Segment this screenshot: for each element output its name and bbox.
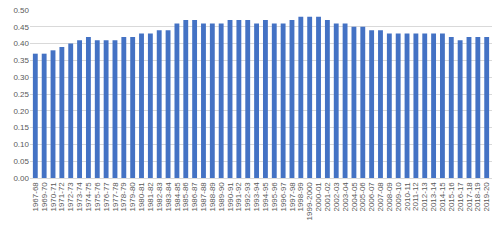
svg-text:0.15: 0.15 (13, 123, 29, 132)
svg-text:2007-08: 2007-08 (376, 182, 385, 212)
svg-text:1983-84: 1983-84 (164, 182, 173, 212)
svg-text:2002-03: 2002-03 (332, 182, 341, 212)
svg-text:0.20: 0.20 (13, 107, 29, 116)
svg-text:2015-16: 2015-16 (447, 182, 456, 212)
svg-text:1972-73: 1972-73 (66, 182, 75, 212)
svg-text:1969-70: 1969-70 (40, 182, 49, 212)
svg-text:0.35: 0.35 (13, 56, 29, 65)
svg-text:1984-85: 1984-85 (173, 182, 182, 212)
svg-text:0.40: 0.40 (13, 39, 29, 48)
svg-text:1982-83: 1982-83 (155, 182, 164, 212)
svg-text:2008-09: 2008-09 (385, 182, 394, 212)
svg-text:1978-79: 1978-79 (119, 182, 128, 212)
svg-text:0.45: 0.45 (13, 23, 29, 32)
svg-text:2013-14: 2013-14 (429, 182, 438, 212)
svg-text:1975-76: 1975-76 (93, 182, 102, 212)
svg-text:1981-82: 1981-82 (146, 182, 155, 212)
svg-text:1979-80: 1979-80 (128, 182, 137, 212)
svg-text:1976-77: 1976-77 (102, 182, 111, 212)
svg-text:0.05: 0.05 (13, 157, 29, 166)
svg-text:2004-05: 2004-05 (350, 182, 359, 212)
svg-text:1988-89: 1988-89 (208, 182, 217, 212)
svg-text:1987-88: 1987-88 (199, 182, 208, 212)
svg-text:2011-12: 2011-12 (411, 182, 420, 211)
svg-text:2012-13: 2012-13 (420, 182, 429, 212)
svg-text:1994-95: 1994-95 (261, 182, 270, 212)
svg-text:1997-98: 1997-98 (288, 182, 297, 212)
svg-text:0.10: 0.10 (13, 140, 29, 149)
svg-text:2016-17: 2016-17 (456, 182, 465, 212)
svg-text:1986-87: 1986-87 (190, 182, 199, 212)
svg-text:0.00: 0.00 (13, 174, 29, 183)
svg-text:2005-06: 2005-06 (358, 182, 367, 212)
svg-text:2018-19: 2018-19 (473, 182, 482, 212)
svg-text:2006-07: 2006-07 (367, 182, 376, 212)
svg-text:0.30: 0.30 (13, 73, 29, 82)
svg-text:2019-20: 2019-20 (482, 182, 491, 212)
svg-text:1970-71: 1970-71 (49, 182, 58, 212)
svg-text:2001-02: 2001-02 (323, 182, 332, 212)
svg-text:1967-68: 1967-68 (31, 182, 40, 212)
svg-text:2003-04: 2003-04 (341, 182, 350, 212)
svg-text:1990-91: 1990-91 (226, 182, 235, 212)
svg-text:1977-78: 1977-78 (111, 182, 120, 212)
svg-text:1995-96: 1995-96 (270, 182, 279, 212)
svg-text:0.50: 0.50 (13, 6, 29, 15)
svg-text:2000-01: 2000-01 (314, 182, 323, 212)
svg-text:1985-86: 1985-86 (181, 182, 190, 212)
svg-text:2009-10: 2009-10 (394, 182, 403, 212)
svg-text:0.25: 0.25 (13, 90, 29, 99)
svg-text:1980-81: 1980-81 (137, 182, 146, 212)
svg-text:2010-11: 2010-11 (403, 182, 412, 211)
svg-text:2017-18: 2017-18 (465, 182, 474, 212)
svg-text:1989-90: 1989-90 (217, 182, 226, 212)
svg-text:1991-92: 1991-92 (234, 182, 243, 212)
svg-text:1974-75: 1974-75 (84, 182, 93, 212)
svg-text:1998-99: 1998-99 (296, 182, 305, 212)
svg-text:1999-2000: 1999-2000 (305, 182, 314, 221)
svg-text:2014-15: 2014-15 (438, 182, 447, 212)
svg-text:1973-74: 1973-74 (75, 182, 84, 212)
svg-text:1992-93: 1992-93 (243, 182, 252, 212)
svg-text:1971-72: 1971-72 (57, 182, 66, 212)
svg-text:1996-97: 1996-97 (279, 182, 288, 212)
svg-text:1993-94: 1993-94 (252, 182, 261, 212)
